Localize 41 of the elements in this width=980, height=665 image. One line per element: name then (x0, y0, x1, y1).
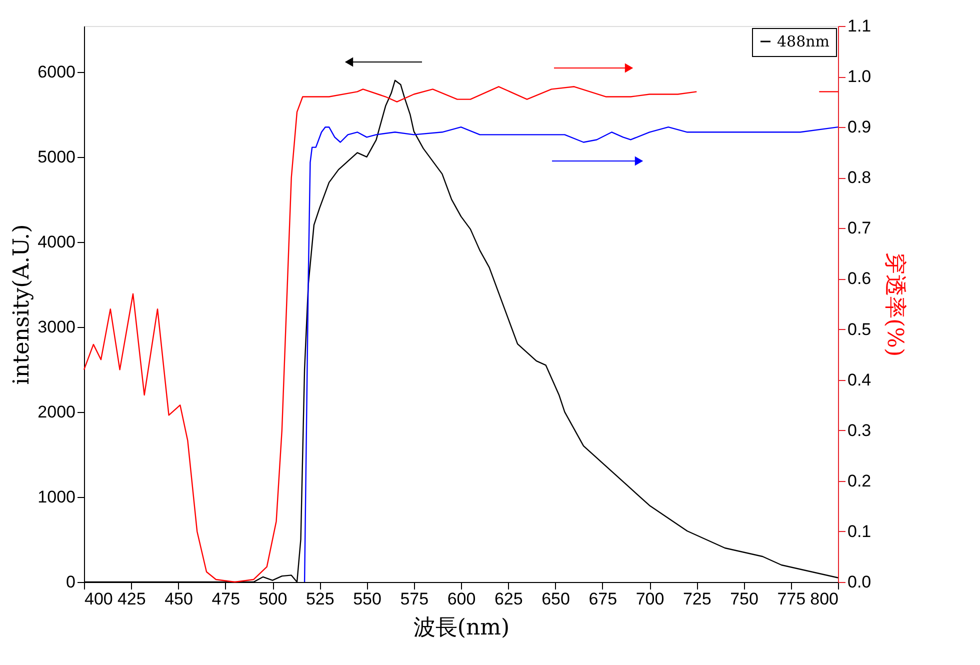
x-tick-label: 600 (447, 590, 476, 608)
y2-tick-label: 0.1 (848, 522, 872, 541)
y2-tick-label: 0.2 (848, 471, 872, 490)
y2-tick-label: 0.6 (848, 269, 872, 288)
x-tick-label: 475 (212, 590, 240, 608)
y2-axis-title: 穿透率(%) (882, 252, 908, 357)
x-tick-label: 650 (542, 590, 570, 608)
y-tick-label: 4000 (38, 232, 76, 252)
x-tick-label: 400 (84, 590, 113, 608)
x-tick-label: 575 (400, 590, 429, 608)
x-tick-label: 725 (682, 590, 712, 608)
y-tick-label: 5000 (38, 147, 76, 166)
y-axis-title: intensity(A.U.) (10, 224, 35, 385)
y-tick-label: 3000 (38, 317, 76, 336)
x-tick-label: 500 (258, 590, 288, 608)
x-tick-label: 775 (777, 590, 806, 608)
y2-tick-label: 0.4 (848, 370, 872, 390)
y-tick-label: 0 (66, 572, 76, 592)
x-tick-label: 675 (588, 590, 618, 608)
y2-tick-label: 1.1 (848, 16, 872, 36)
x-tick-label: 550 (353, 590, 382, 608)
x-tick-label: 525 (306, 590, 334, 608)
y-tick-label: 1000 (38, 487, 76, 506)
x-tick-label: 750 (730, 590, 758, 608)
legend-label: 488nm (777, 32, 830, 50)
y2-tick-label: 0.7 (848, 218, 872, 238)
y-tick-label: 6000 (38, 62, 76, 82)
y2-tick-label: 1.0 (848, 67, 872, 86)
x-tick-label: 450 (164, 590, 193, 608)
y2-tick-label: 0.5 (848, 320, 872, 339)
x-tick-label: 700 (636, 590, 664, 608)
y2-tick-label: 0.0 (848, 572, 872, 592)
y2-tick-label: 0.9 (848, 118, 872, 137)
x-axis-title: 波長(nm) (413, 616, 510, 640)
x-tick-label: 800 (810, 590, 838, 608)
line-series (304, 126, 839, 583)
y2-tick-label: 0.8 (848, 168, 872, 188)
x-tick-label: 625 (494, 590, 523, 608)
y2-tick-label: 0.3 (848, 420, 872, 440)
y-tick-label: 2000 (38, 402, 76, 422)
x-tick-label: 425 (117, 590, 146, 608)
